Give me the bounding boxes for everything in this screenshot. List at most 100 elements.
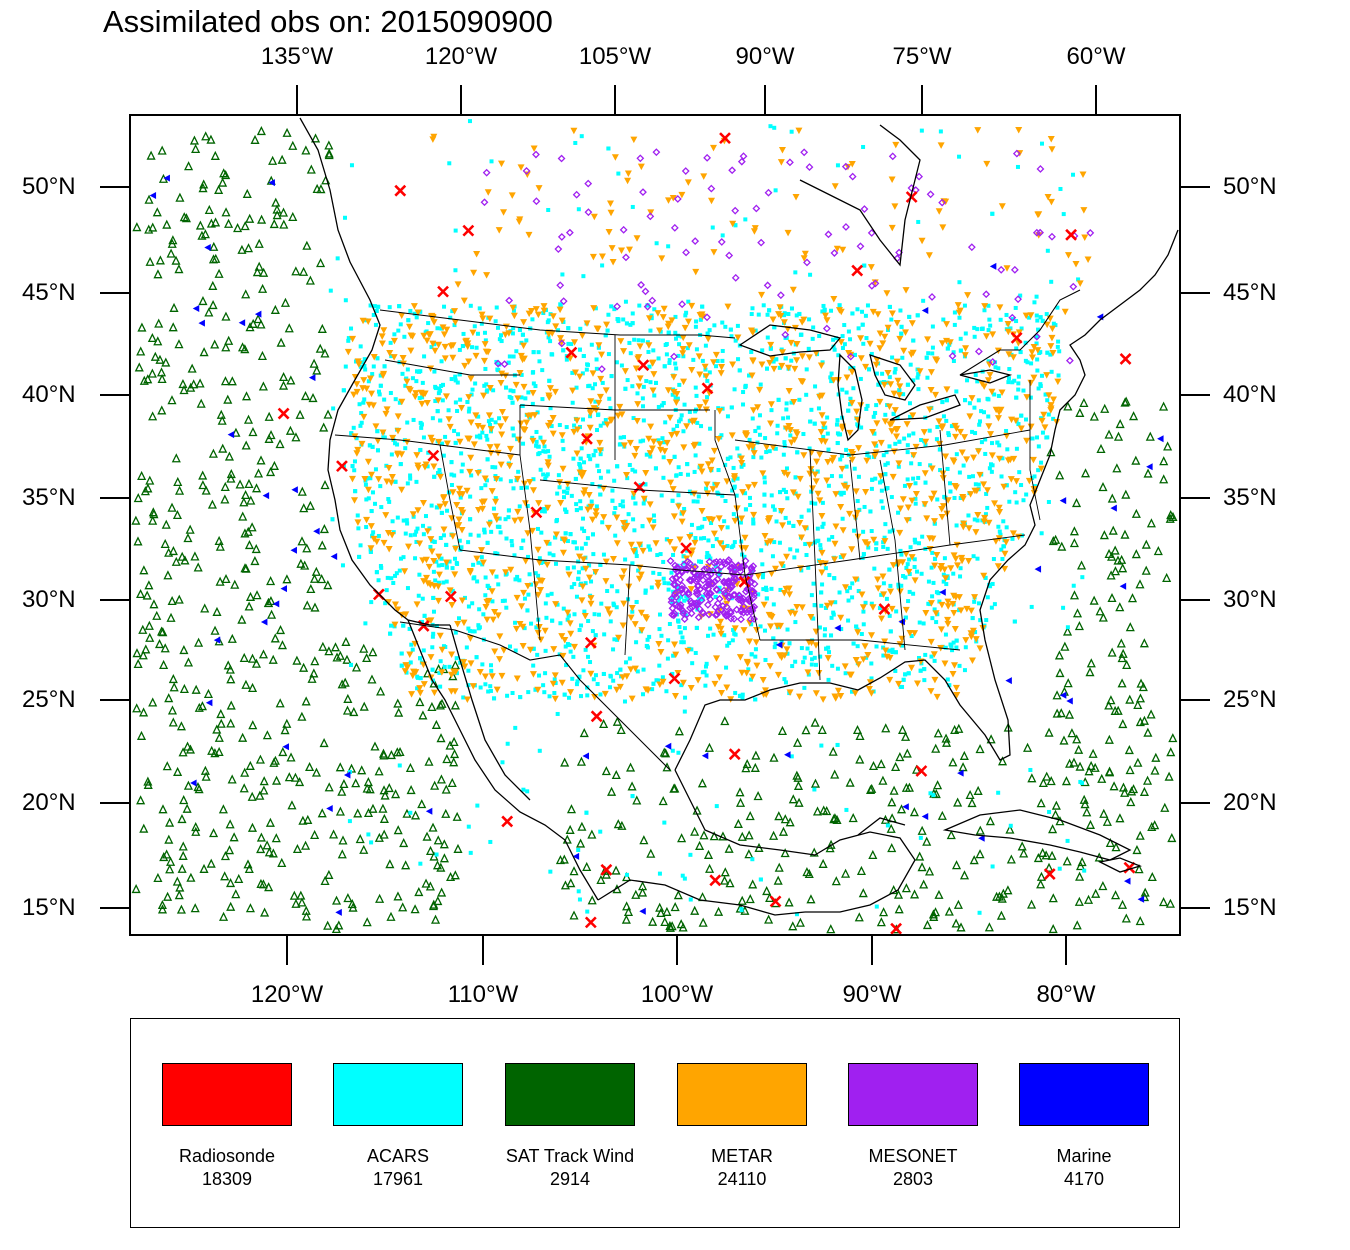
metar-marker (645, 315, 653, 322)
metar-marker (843, 374, 851, 381)
acars-marker (805, 646, 810, 651)
acars-marker (783, 489, 788, 494)
acars-marker (369, 509, 374, 514)
acars-marker (715, 358, 720, 363)
sat-track-wind-marker (394, 707, 404, 717)
acars-marker (654, 678, 659, 683)
metar-marker (492, 498, 500, 506)
acars-marker (746, 667, 751, 672)
acars-marker (844, 447, 849, 452)
acars-marker (749, 349, 754, 354)
metar-marker (646, 517, 654, 525)
acars-marker (748, 502, 753, 507)
metar-marker (364, 318, 372, 326)
acars-marker (543, 449, 548, 454)
metar-marker (963, 605, 971, 613)
acars-marker (430, 634, 435, 639)
acars-marker (813, 384, 818, 389)
sat-track-wind-marker (224, 335, 234, 345)
metar-marker (453, 502, 461, 509)
mesonet-marker (731, 273, 740, 282)
sat-track-wind-marker (245, 591, 256, 601)
acars-marker (941, 317, 946, 322)
acars-marker (848, 396, 853, 401)
sat-track-wind-marker (351, 778, 361, 788)
acars-marker (725, 643, 730, 648)
acars-marker (474, 345, 479, 350)
acars-marker (831, 337, 836, 342)
acars-marker (839, 626, 844, 631)
acars-marker (937, 447, 942, 452)
acars-marker (450, 589, 455, 594)
sat-track-wind-marker (852, 724, 863, 735)
acars-marker (835, 666, 840, 671)
acars-marker (782, 677, 787, 682)
sat-track-wind-marker (893, 889, 904, 899)
sat-track-wind-marker (297, 486, 307, 496)
sat-track-wind-marker (257, 350, 267, 361)
acars-marker (1045, 248, 1050, 253)
metar-marker (645, 435, 653, 443)
metar-marker (1038, 417, 1046, 425)
metar-marker (618, 247, 626, 255)
metar-marker (965, 525, 973, 532)
sat-track-wind-marker (324, 148, 334, 158)
acars-marker (1006, 380, 1011, 385)
sat-track-wind-marker (959, 870, 970, 880)
metar-marker (551, 388, 559, 396)
acars-marker (825, 415, 830, 420)
sat-track-wind-marker (162, 849, 172, 859)
acars-marker (593, 633, 598, 638)
acars-marker (1065, 838, 1070, 843)
acars-marker (570, 400, 575, 405)
acars-marker (526, 592, 531, 597)
acars-marker (508, 388, 513, 393)
acars-marker (720, 233, 725, 238)
acars-marker (730, 638, 735, 643)
acars-marker (809, 662, 814, 667)
acars-marker (520, 332, 525, 337)
acars-marker (907, 401, 912, 406)
sat-track-wind-marker (132, 703, 142, 713)
sat-track-wind-marker (165, 817, 175, 827)
acars-marker (973, 372, 978, 377)
metar-marker (410, 668, 418, 676)
sat-track-wind-marker (924, 866, 935, 876)
sat-track-wind-marker (954, 723, 964, 733)
acars-marker (459, 469, 464, 474)
mesonet-marker (786, 158, 794, 167)
acars-marker (431, 569, 436, 574)
acars-marker (937, 599, 942, 604)
metar-marker (385, 464, 393, 472)
metar-marker (785, 387, 793, 395)
acars-marker (1051, 416, 1056, 421)
metar-marker (570, 127, 578, 135)
sat-track-wind-marker (975, 849, 985, 859)
sat-track-wind-marker (277, 857, 287, 867)
acars-marker (349, 326, 354, 331)
sat-track-wind-marker (297, 897, 307, 907)
acars-marker (1018, 293, 1023, 298)
acars-marker (571, 654, 576, 659)
metar-marker (792, 429, 800, 436)
acars-marker (576, 576, 581, 581)
acars-marker (439, 359, 444, 364)
acars-marker (397, 568, 402, 573)
metar-marker (816, 393, 824, 401)
acars-marker (489, 668, 494, 673)
acars-marker (645, 637, 650, 642)
acars-marker (1027, 315, 1032, 320)
metar-marker (910, 452, 918, 459)
acars-marker (477, 607, 482, 612)
acars-marker (844, 807, 849, 812)
metar-marker (386, 349, 394, 357)
acars-marker (510, 691, 515, 696)
metar-marker (927, 688, 935, 695)
sat-track-wind-marker (209, 241, 219, 251)
acars-marker (540, 397, 545, 402)
acars-marker (696, 494, 701, 499)
metar-marker (409, 672, 417, 680)
metar-marker (893, 319, 901, 327)
metar-marker (534, 686, 542, 694)
metar-marker (570, 428, 578, 436)
